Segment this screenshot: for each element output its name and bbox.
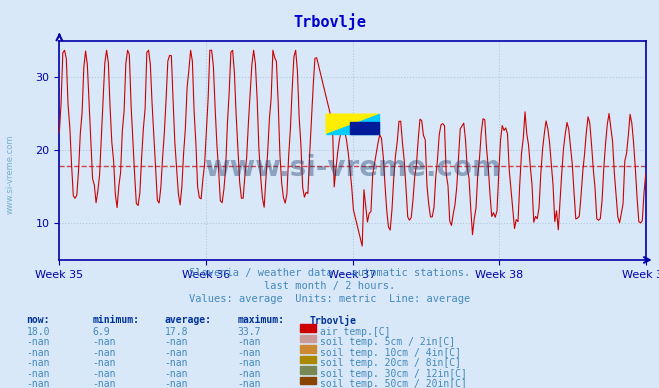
Text: -nan: -nan	[165, 369, 188, 379]
Text: -nan: -nan	[165, 348, 188, 358]
Text: -nan: -nan	[92, 348, 116, 358]
Text: maximum:: maximum:	[237, 315, 284, 325]
Text: -nan: -nan	[92, 358, 116, 368]
Text: -nan: -nan	[237, 348, 261, 358]
Text: -nan: -nan	[165, 337, 188, 347]
Text: 17.8: 17.8	[165, 327, 188, 337]
Text: Values: average  Units: metric  Line: average: Values: average Units: metric Line: aver…	[189, 294, 470, 304]
Text: soil temp. 10cm / 4in[C]: soil temp. 10cm / 4in[C]	[320, 348, 461, 358]
Text: -nan: -nan	[26, 379, 50, 388]
Text: air temp.[C]: air temp.[C]	[320, 327, 390, 337]
Text: soil temp. 20cm / 8in[C]: soil temp. 20cm / 8in[C]	[320, 358, 461, 368]
Text: Trbovlje: Trbovlje	[293, 14, 366, 30]
Text: last month / 2 hours.: last month / 2 hours.	[264, 281, 395, 291]
Text: minimum:: minimum:	[92, 315, 139, 325]
Text: soil temp. 30cm / 12in[C]: soil temp. 30cm / 12in[C]	[320, 369, 467, 379]
Text: -nan: -nan	[237, 358, 261, 368]
Text: soil temp. 50cm / 20in[C]: soil temp. 50cm / 20in[C]	[320, 379, 467, 388]
Text: 18.0: 18.0	[26, 327, 50, 337]
Text: -nan: -nan	[26, 369, 50, 379]
Text: -nan: -nan	[92, 379, 116, 388]
Text: now:: now:	[26, 315, 50, 325]
Text: -nan: -nan	[26, 348, 50, 358]
Text: -nan: -nan	[92, 337, 116, 347]
Text: soil temp. 5cm / 2in[C]: soil temp. 5cm / 2in[C]	[320, 337, 455, 347]
Text: -nan: -nan	[237, 379, 261, 388]
Text: -nan: -nan	[165, 358, 188, 368]
Text: -nan: -nan	[92, 369, 116, 379]
Text: -nan: -nan	[26, 358, 50, 368]
Text: Trbovlje: Trbovlje	[310, 315, 357, 326]
Text: -nan: -nan	[237, 369, 261, 379]
Polygon shape	[326, 114, 379, 134]
Polygon shape	[326, 114, 379, 134]
Text: -nan: -nan	[237, 337, 261, 347]
Text: -nan: -nan	[26, 337, 50, 347]
Bar	[350, 122, 379, 134]
Text: Slovenia / weather data - automatic stations.: Slovenia / weather data - automatic stat…	[189, 268, 470, 279]
Text: 6.9: 6.9	[92, 327, 110, 337]
Text: 33.7: 33.7	[237, 327, 261, 337]
Text: www.si-vreme.com: www.si-vreme.com	[5, 135, 14, 214]
Text: www.si-vreme.com: www.si-vreme.com	[204, 154, 501, 182]
Text: -nan: -nan	[165, 379, 188, 388]
Text: average:: average:	[165, 315, 212, 325]
